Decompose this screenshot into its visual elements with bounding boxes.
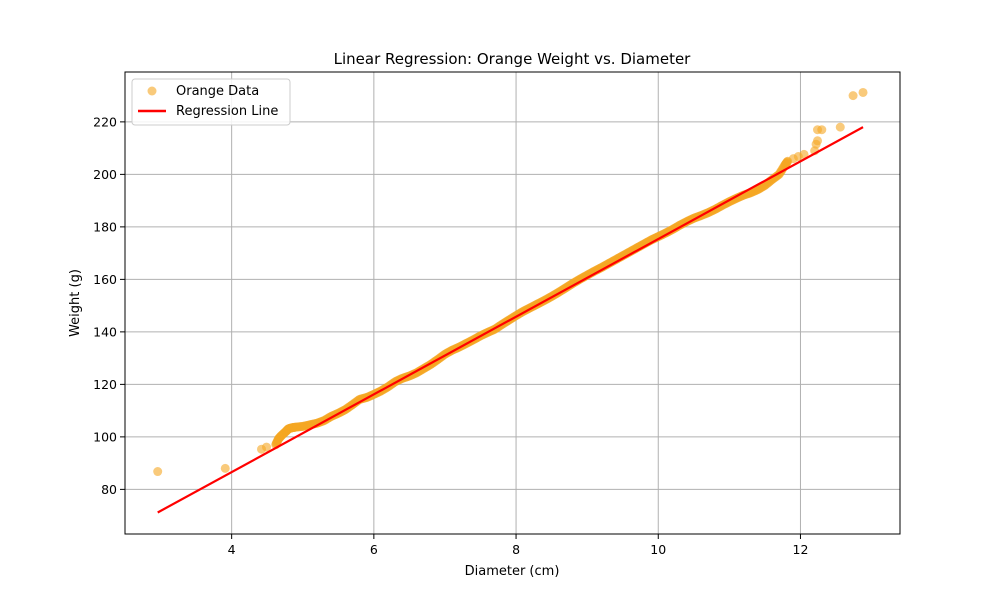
- data-point: [153, 467, 163, 477]
- legend-label-regression-line: Regression Line: [176, 104, 278, 119]
- axis-ticks: 4 6 8 10 12 80 100 120 140 160 180 200 220: [93, 114, 808, 557]
- y-tick-label: 80: [101, 482, 117, 497]
- data-point: [858, 87, 868, 97]
- x-axis-label: Diameter (cm): [465, 564, 560, 579]
- y-tick-label: 140: [93, 324, 117, 339]
- chart-title: Linear Regression: Orange Weight vs. Dia…: [334, 50, 692, 68]
- data-point: [835, 122, 845, 132]
- legend: Orange Data Regression Line: [131, 78, 291, 126]
- plot-frame: [124, 71, 901, 535]
- data-point: [261, 442, 271, 452]
- y-tick-label: 200: [93, 167, 117, 182]
- y-axis-label: Weight (g): [68, 269, 83, 337]
- y-tick-label: 120: [93, 377, 117, 392]
- plot-marks: [153, 87, 868, 514]
- data-point: [799, 149, 809, 159]
- legend-marker-orange-data: [147, 86, 157, 96]
- x-tick-label: 10: [650, 542, 666, 557]
- y-tick-label: 160: [93, 272, 117, 287]
- data-point: [220, 463, 230, 473]
- regression-line: [157, 126, 864, 514]
- grid: [125, 72, 900, 534]
- y-tick-label: 180: [93, 219, 117, 234]
- data-point: [817, 125, 827, 135]
- x-tick-label: 12: [793, 542, 809, 557]
- y-tick-label: 100: [93, 429, 117, 444]
- data-point: [813, 136, 823, 146]
- y-tick-label: 220: [93, 114, 117, 129]
- legend-frame: [131, 78, 291, 126]
- legend-label-orange-data: Orange Data: [176, 84, 259, 99]
- x-tick-label: 8: [512, 542, 520, 557]
- data-point: [848, 91, 858, 101]
- x-tick-label: 4: [228, 542, 236, 557]
- x-tick-label: 6: [370, 542, 378, 557]
